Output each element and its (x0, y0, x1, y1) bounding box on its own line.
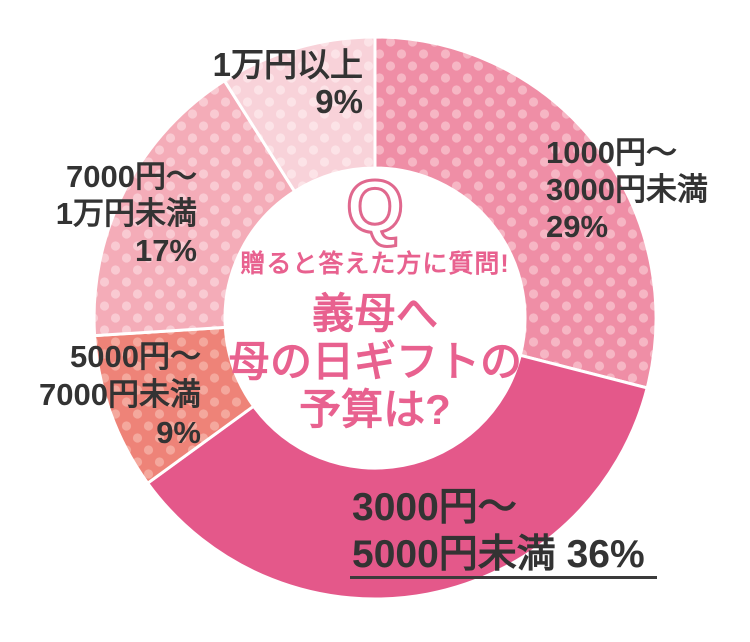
segment-label-3000-5000: 3000円〜 5000円未満 36% (352, 484, 645, 578)
segment-value: 9% (156, 415, 201, 450)
segment-label-line: 5000円〜 (70, 339, 201, 374)
segment-value: 29% (546, 209, 609, 244)
segment-label-line: 7000円〜 (66, 159, 197, 194)
donut-hole (224, 167, 526, 469)
segment-label-5000-7000: 5000円〜 7000円未満 9% (39, 338, 201, 452)
chart-title-line: 母の日ギフトの (227, 338, 522, 385)
segment-label-line: 3000円〜 (352, 486, 517, 529)
segment-label-over-10000: 1万円以上 9% (213, 46, 363, 120)
chart-title: 義母へ 母の日ギフトの 予算は? (0, 290, 750, 434)
segment-label-line: 7000円未満 (39, 377, 201, 412)
segment-value: 5000円未満 36% (352, 533, 645, 576)
chart-subtitle: 贈ると答えた方に質問! (240, 250, 510, 278)
segment-label-line: 1万円未満 (55, 196, 197, 231)
label-underline (350, 576, 657, 579)
segment-label-line: 1万円以上 (212, 46, 363, 83)
chart-title-line: 予算は? (299, 386, 451, 433)
q-outline-icon: Q (346, 165, 404, 248)
segment-label-line: 3000円未満 (546, 172, 708, 207)
segment-value: 9% (315, 83, 363, 120)
segment-value: 17% (134, 233, 197, 268)
question-mark-badge: Q (345, 164, 406, 250)
chart-title-line: 義母へ (311, 290, 438, 337)
segment-label-7000-10000: 7000円〜 1万円未満 17% (56, 158, 197, 269)
segment-label-line: 1000円〜 (546, 135, 677, 170)
segment-label-1000-3000: 1000円〜 3000円未満 29% (546, 134, 708, 245)
